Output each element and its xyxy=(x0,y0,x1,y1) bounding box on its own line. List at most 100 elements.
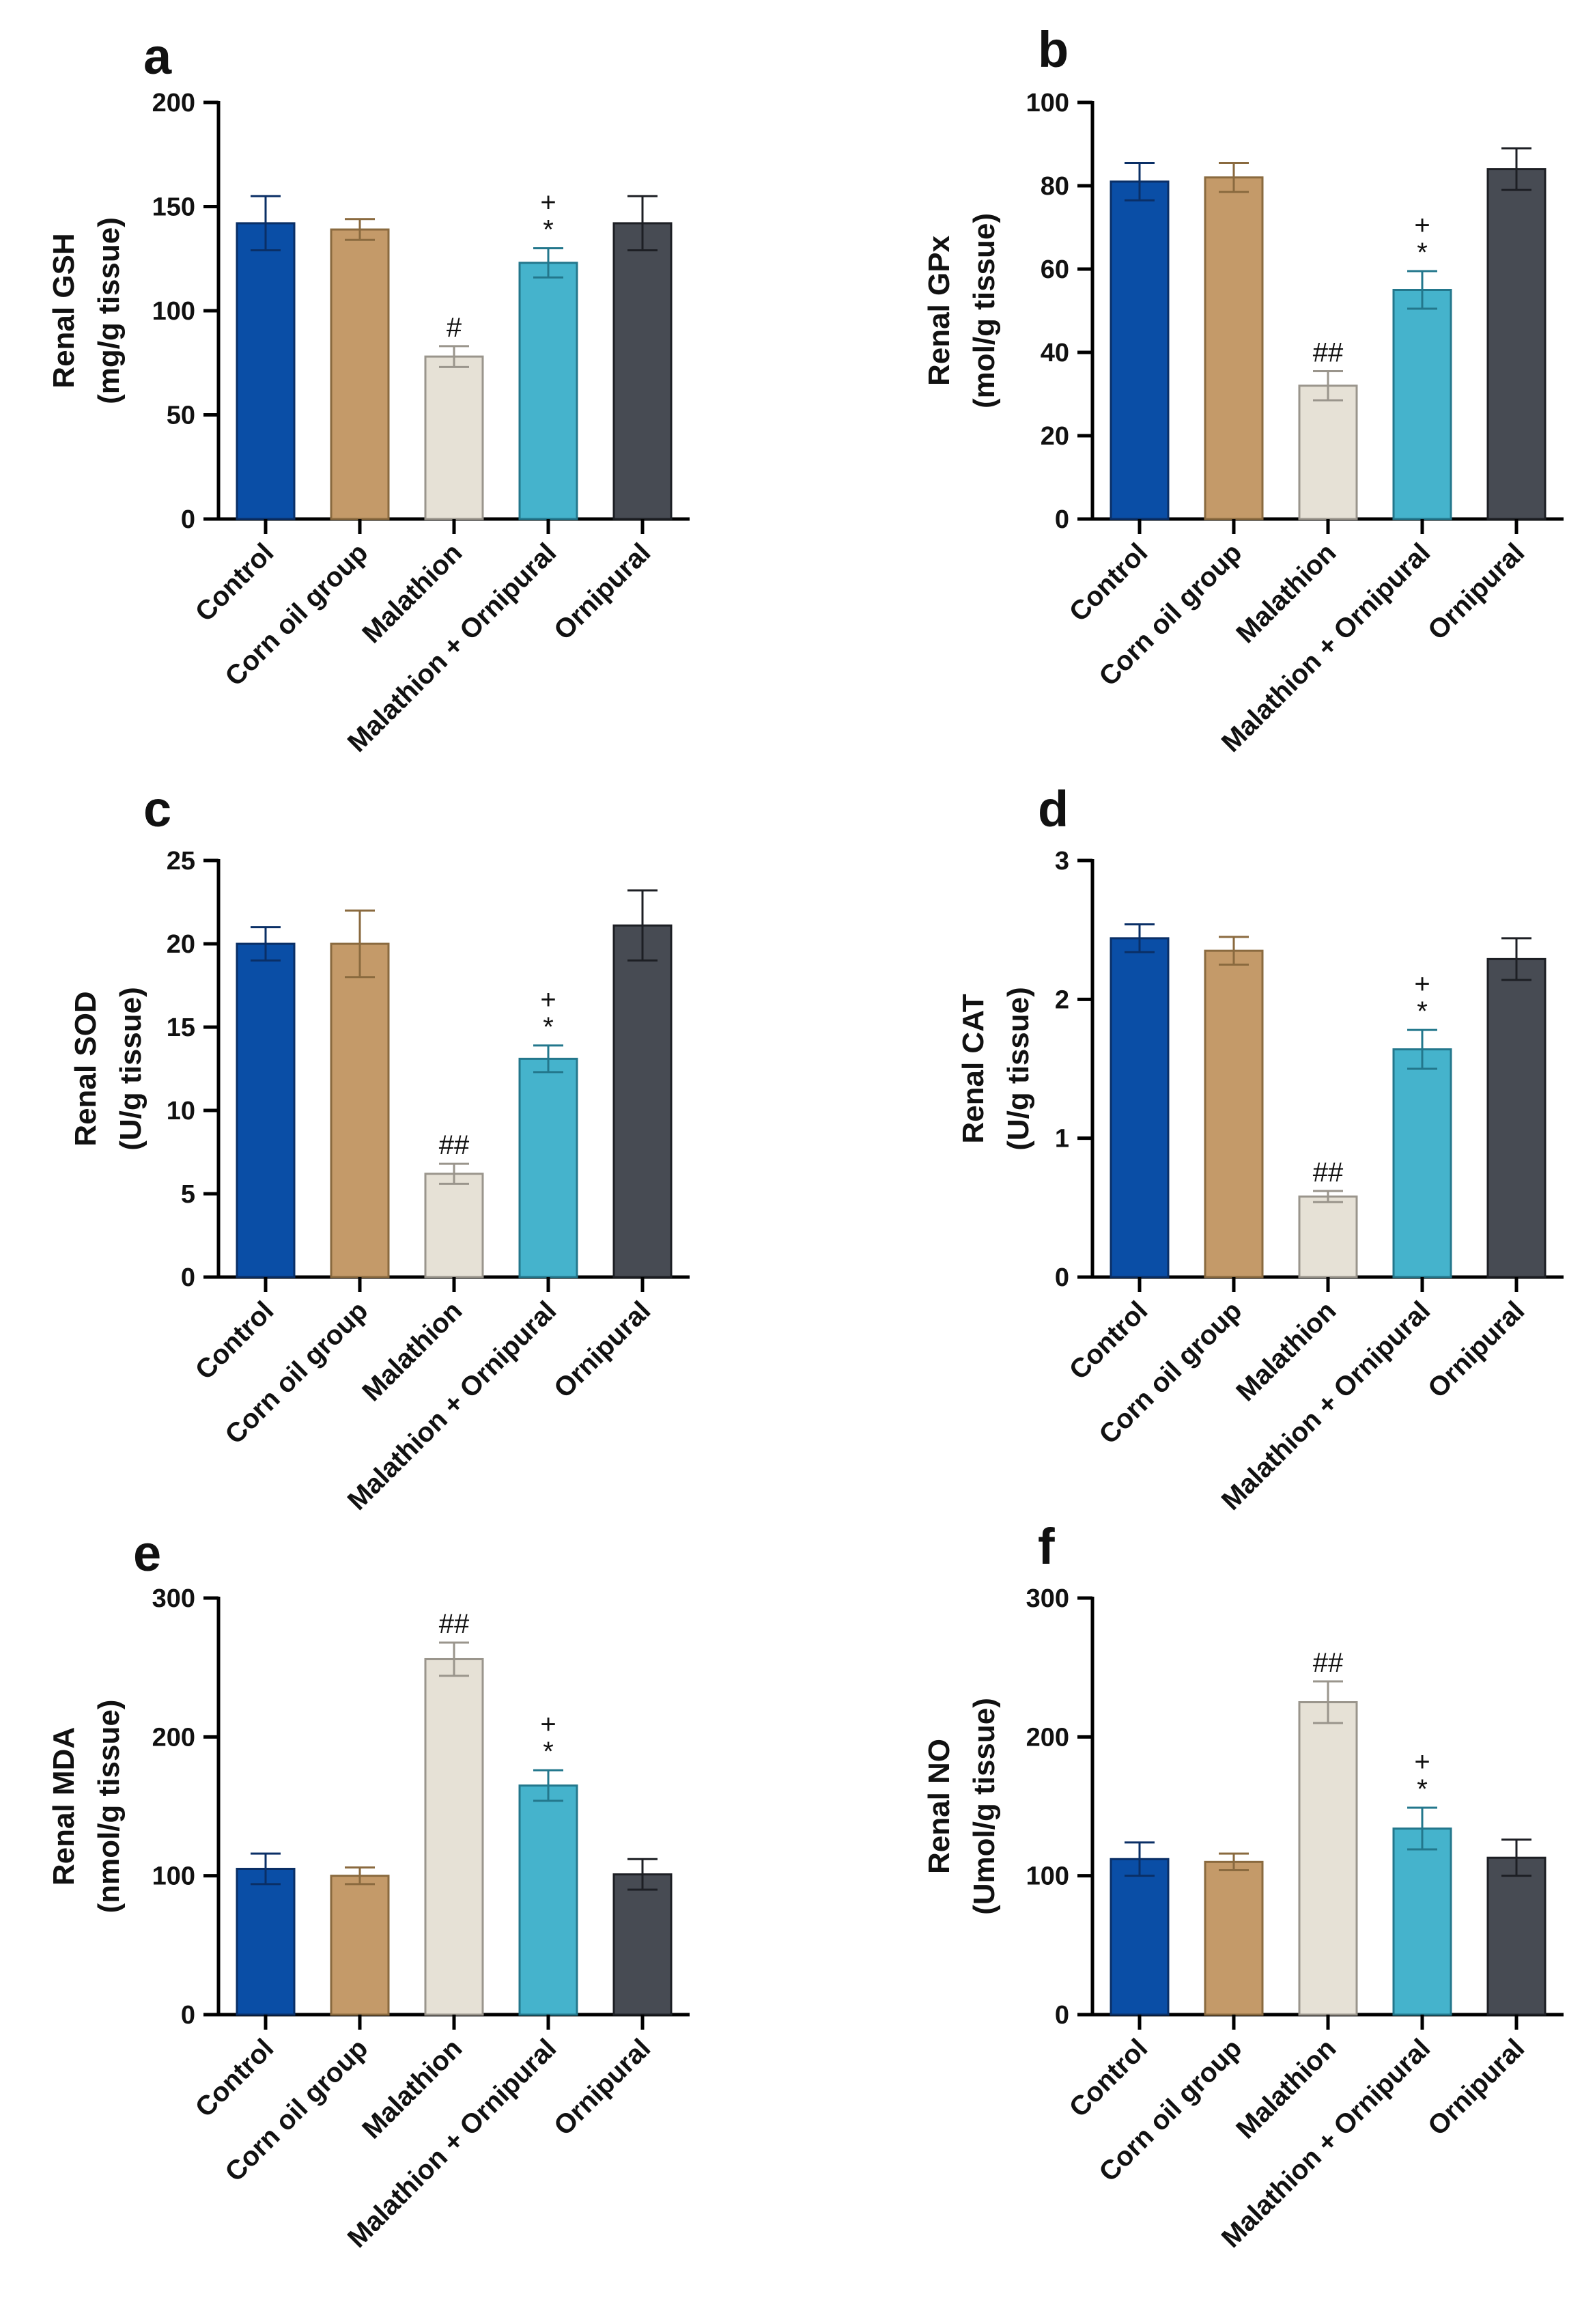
bar xyxy=(612,924,673,1278)
y-tick-label: 0 xyxy=(1055,1263,1069,1292)
bar xyxy=(1298,1701,1358,2016)
y-tick-label: 150 xyxy=(152,193,195,222)
y-axis-title-line: Renal GSH xyxy=(47,233,81,388)
category-label: Control xyxy=(1064,1296,1154,1386)
bar xyxy=(424,1657,484,2016)
bar xyxy=(1486,957,1546,1278)
bar xyxy=(1392,289,1452,520)
bar xyxy=(1204,949,1264,1278)
y-tick-label: 40 xyxy=(1041,339,1069,367)
y-axis-title: Renal MDA (nmol/g tissue) xyxy=(47,1700,126,1914)
significance-mark: * xyxy=(543,215,554,245)
y-axis-title-line: (U/g tissue) xyxy=(114,987,147,1151)
y-tick-label: 1 xyxy=(1055,1125,1069,1153)
bar xyxy=(518,1057,578,1278)
chart-panel-f: f Renal NO (Umol/g tissue) 0 100 200 300 Contro… xyxy=(922,1518,1564,2254)
y-tick-label: 20 xyxy=(1041,422,1069,451)
y-axis-title: Renal CAT (U/g tissue) xyxy=(957,987,1035,1151)
chart-panel-a: a Renal GSH (mg/g tissue) 0 50 100 150 200 Contr… xyxy=(47,28,690,758)
bar xyxy=(1486,168,1546,520)
category-label: Ornipural xyxy=(548,537,656,645)
y-tick-label: 0 xyxy=(181,1263,195,1292)
category-label: Control xyxy=(1064,2033,1154,2123)
bar xyxy=(1204,176,1264,520)
bar xyxy=(518,1784,578,2016)
bar xyxy=(1110,937,1170,1278)
y-axis-title-line: (nmol/g tissue) xyxy=(92,1700,126,1914)
significance-mark: + xyxy=(540,985,556,1015)
y-tick-label: 2 xyxy=(1055,985,1069,1014)
bar xyxy=(424,355,484,520)
significance-mark: ## xyxy=(439,1130,470,1160)
significance-mark: * xyxy=(543,1737,554,1767)
category-label: Control xyxy=(190,2033,280,2123)
category-label: Control xyxy=(190,537,280,628)
panel-letter: c xyxy=(143,781,171,837)
panel-letter: d xyxy=(1038,781,1069,837)
significance-mark: ## xyxy=(439,1609,470,1639)
chart-panel-b: b Renal GPx (mol/g tissue) 0 20 40 60 80 100 Cont… xyxy=(922,21,1564,758)
y-axis-title: Renal SOD (U/g tissue) xyxy=(69,987,147,1151)
significance-mark: ## xyxy=(1313,1158,1344,1188)
category-label: Control xyxy=(1064,537,1154,628)
significance-mark: * xyxy=(1417,1774,1428,1804)
y-tick-label: 25 xyxy=(167,847,195,876)
y-axis-title-line: (U/g tissue) xyxy=(1002,987,1035,1151)
bar xyxy=(424,1173,484,1278)
bar xyxy=(330,1875,390,2016)
bar xyxy=(236,942,296,1278)
category-label: Control xyxy=(190,1296,280,1386)
y-tick-label: 100 xyxy=(1026,1862,1069,1891)
y-axis-title: Renal NO (Umol/g tissue) xyxy=(922,1698,1001,1915)
y-tick-label: 0 xyxy=(181,2001,195,2030)
y-tick-label: 100 xyxy=(152,297,195,326)
bar xyxy=(330,942,390,1278)
significance-mark: + xyxy=(540,1709,556,1739)
y-tick-label: 5 xyxy=(181,1180,195,1209)
bar xyxy=(1486,1856,1546,2016)
significance-mark: + xyxy=(1414,1747,1430,1777)
panel-letter: f xyxy=(1038,1518,1055,1575)
y-axis-title-line: Renal SOD xyxy=(69,991,102,1146)
significance-mark: ## xyxy=(1313,1648,1344,1678)
y-tick-label: 300 xyxy=(152,1584,195,1613)
y-tick-label: 0 xyxy=(1055,2001,1069,2030)
panel-letter: a xyxy=(143,28,172,85)
significance-mark: * xyxy=(1417,238,1428,268)
y-axis-title: Renal GSH (mg/g tissue) xyxy=(47,217,126,404)
significance-mark: + xyxy=(1414,969,1430,999)
y-tick-label: 100 xyxy=(152,1862,195,1891)
bar xyxy=(1110,180,1170,520)
significance-mark: ## xyxy=(1313,337,1344,367)
panel-letter: e xyxy=(133,1525,161,1582)
significance-mark: + xyxy=(1414,210,1430,240)
bar xyxy=(330,228,390,520)
y-axis-title-line: Renal GPx xyxy=(922,235,956,386)
y-tick-label: 200 xyxy=(152,1723,195,1752)
bar xyxy=(518,262,578,520)
category-label: Ornipural xyxy=(1422,537,1530,645)
y-tick-label: 200 xyxy=(1026,1723,1069,1752)
y-tick-label: 0 xyxy=(1055,505,1069,534)
bar xyxy=(1298,384,1358,520)
y-axis-title-line: (Umol/g tissue) xyxy=(967,1698,1001,1915)
y-tick-label: 10 xyxy=(167,1097,195,1125)
category-label: Ornipural xyxy=(548,2033,656,2141)
y-axis-title-line: Renal NO xyxy=(922,1739,956,1874)
y-tick-label: 0 xyxy=(181,505,195,534)
y-axis-title-line: (mol/g tissue) xyxy=(967,213,1001,408)
chart-panel-e: e Renal MDA (nmol/g tissue) 0 100 200 300 Contr… xyxy=(47,1525,690,2254)
significance-mark: * xyxy=(1417,996,1428,1026)
category-label: Ornipural xyxy=(1422,2033,1530,2141)
bar xyxy=(236,222,296,520)
y-tick-label: 50 xyxy=(167,402,195,430)
y-tick-label: 3 xyxy=(1055,847,1069,876)
y-tick-label: 60 xyxy=(1041,255,1069,284)
significance-mark: * xyxy=(543,1012,554,1042)
significance-mark: + xyxy=(540,188,556,218)
bar xyxy=(1392,1828,1452,2016)
y-axis-title-line: (mg/g tissue) xyxy=(92,217,126,404)
y-tick-label: 15 xyxy=(167,1013,195,1042)
